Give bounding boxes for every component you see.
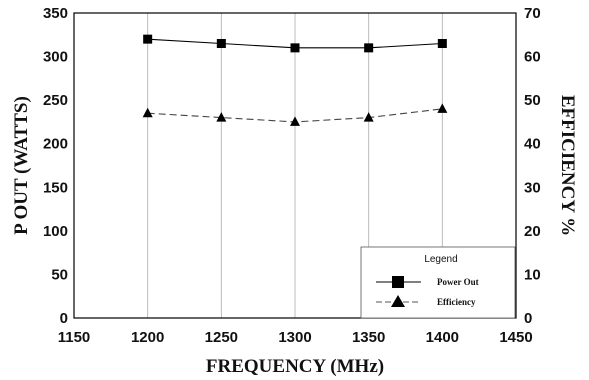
y2-tick-label: 60 xyxy=(524,49,541,66)
data-point-power-out xyxy=(216,39,226,48)
y2-tick-label: 30 xyxy=(524,179,541,196)
data-point-efficiency xyxy=(363,112,374,122)
x-tick-label: 1200 xyxy=(131,329,164,346)
data-point-efficiency xyxy=(290,116,300,126)
legend-title: Legend xyxy=(424,254,457,265)
legend: Legend Power Out Efficiency xyxy=(360,246,516,319)
y-tick-label: 350 xyxy=(43,5,68,22)
y2-tick-label: 40 xyxy=(524,136,541,153)
y-tick-label: 300 xyxy=(43,49,68,66)
data-point-power-out xyxy=(143,34,153,44)
y-axis-title: P OUT (WATTS) xyxy=(11,96,32,235)
data-point-efficiency xyxy=(216,112,227,122)
data-point-power-out xyxy=(364,43,374,53)
x-tick-label: 1300 xyxy=(278,329,311,346)
y2-tick-label: 20 xyxy=(524,223,541,240)
legend-label-power-out: Power Out xyxy=(437,277,479,287)
legend-marker-power-out xyxy=(392,276,404,288)
x-tick-label: 1350 xyxy=(352,329,385,346)
y2-tick-label: 10 xyxy=(524,266,541,283)
legend-marker-efficiency xyxy=(391,295,405,307)
plot-frame xyxy=(73,12,517,319)
data-point-efficiency xyxy=(142,107,153,118)
y-tick-label: 200 xyxy=(43,136,68,153)
y2-tick-label: 0 xyxy=(524,310,532,327)
y-tick-label: 250 xyxy=(43,92,68,109)
y2-tick-label: 70 xyxy=(524,5,541,22)
y-tick-label: 100 xyxy=(43,223,68,240)
y-tick-label: 50 xyxy=(51,266,68,283)
x-tick-label: 1450 xyxy=(499,329,532,346)
y-tick-label: 0 xyxy=(60,310,68,327)
x-tick-label: 1150 xyxy=(58,329,91,346)
x-tick-label: 1250 xyxy=(205,329,238,346)
y2-tick-label: 50 xyxy=(524,92,541,109)
data-point-power-out xyxy=(437,39,447,48)
tick-labels: 1150 1200 1250 1300 1350 1400 1450050100150200… xyxy=(43,5,541,346)
data-point-power-out xyxy=(290,43,300,53)
legend-label-efficiency: Efficiency xyxy=(437,297,476,307)
x-tick-label: 1400 xyxy=(426,329,459,346)
y-tick-label: 150 xyxy=(43,179,68,196)
y2-axis-title: EFFICIENCY % xyxy=(557,95,578,236)
data-point-efficiency xyxy=(437,103,448,113)
series-layer xyxy=(142,34,448,126)
x-axis-title: FREQUENCY (MHz) xyxy=(206,356,384,377)
